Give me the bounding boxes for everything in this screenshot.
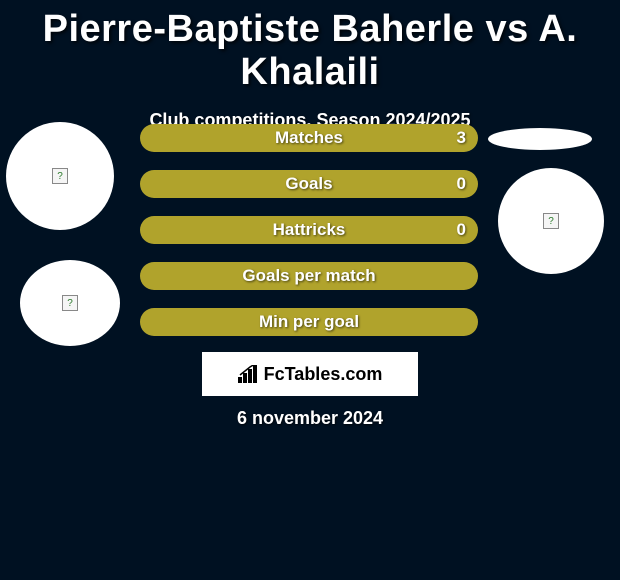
player-photo-left-2: ?	[20, 260, 120, 346]
stat-bar-row: Goals0	[140, 170, 478, 198]
logo-box: FcTables.com	[202, 352, 418, 396]
page-title: Pierre-Baptiste Baherle vs A. Khalaili	[0, 0, 620, 94]
stats-bars: Matches3Goals0Hattricks0Goals per matchM…	[140, 124, 478, 354]
image-placeholder-icon: ?	[543, 213, 559, 229]
stat-bar-label: Goals per match	[140, 262, 478, 290]
stat-bar-label: Hattricks	[140, 216, 478, 244]
stat-bar-label: Goals	[140, 170, 478, 198]
decorative-ellipse	[488, 128, 592, 150]
stat-bar-row: Min per goal	[140, 308, 478, 336]
stat-bar-row: Hattricks0	[140, 216, 478, 244]
player-photo-right: ?	[498, 168, 604, 274]
stat-bar-label: Matches	[140, 124, 478, 152]
stat-bar-label: Min per goal	[140, 308, 478, 336]
date-label: 6 november 2024	[0, 408, 620, 429]
image-placeholder-icon: ?	[52, 168, 68, 184]
player-photo-left-1: ?	[6, 122, 114, 230]
stat-bar-value: 0	[457, 170, 466, 198]
stat-bar-value: 3	[457, 124, 466, 152]
fctables-chart-icon	[238, 365, 260, 383]
stat-bar-value: 0	[457, 216, 466, 244]
stat-bar-row: Matches3	[140, 124, 478, 152]
logo-text: FcTables.com	[264, 364, 383, 385]
image-placeholder-icon: ?	[62, 295, 78, 311]
stat-bar-row: Goals per match	[140, 262, 478, 290]
